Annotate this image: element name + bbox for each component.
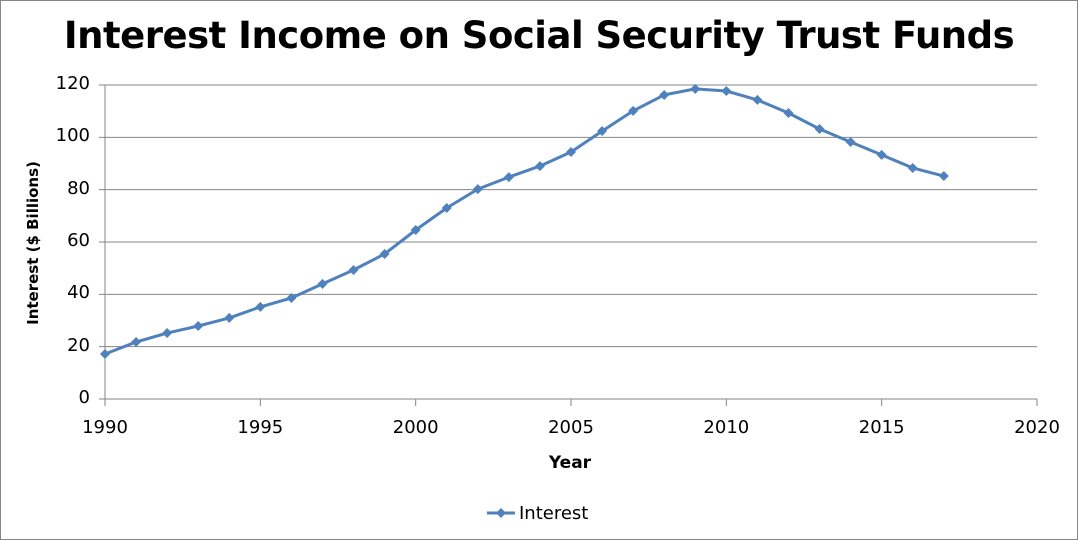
data-point-diamond-icon: [721, 86, 732, 97]
data-point-diamond-icon: [379, 249, 390, 260]
chart-title: Interest Income on Social Security Trust…: [63, 14, 1015, 57]
data-point-diamond-icon: [876, 149, 887, 160]
y-tick-label: 0: [78, 387, 90, 408]
data-point-diamond-icon: [317, 278, 328, 289]
data-point-diamond-icon: [690, 83, 701, 94]
y-tick-label: 20: [67, 334, 90, 356]
data-point-diamond-icon: [348, 264, 359, 275]
data-point-diamond-icon: [534, 161, 545, 172]
data-point-diamond-icon: [938, 171, 949, 182]
data-point-diamond-icon: [410, 224, 421, 235]
data-point-diamond-icon: [659, 89, 670, 100]
data-point-diamond-icon: [628, 105, 639, 116]
data-point-diamond-icon: [783, 107, 794, 118]
x-tick-label: 1990: [82, 417, 128, 438]
legend[interactable]: Interest: [487, 500, 588, 526]
data-point-diamond-icon: [566, 146, 576, 157]
x-tick-label: 2010: [703, 417, 750, 438]
data-point-diamond-icon: [907, 162, 918, 173]
x-tick-label: 2015: [858, 417, 905, 438]
data-point-diamond-icon: [131, 336, 142, 347]
series-line-interest: [104, 87, 945, 356]
data-point-diamond-icon: [441, 202, 452, 213]
data-point-diamond-icon: [814, 123, 825, 134]
data-point-diamond-icon: [286, 292, 297, 303]
data-point-diamond-icon: [162, 328, 173, 339]
data-point-diamond-icon: [193, 320, 204, 331]
legend-line-diamond-icon: [487, 508, 515, 518]
y-tick-label: 100: [55, 125, 90, 147]
data-point-diamond-icon: [503, 172, 514, 183]
data-point-diamond-icon: [752, 94, 763, 105]
x-tick-label: 2005: [548, 417, 594, 438]
x-tick-label: 2020: [1014, 417, 1060, 438]
data-point-diamond-icon: [255, 301, 266, 312]
x-tick-label: 2000: [392, 417, 439, 438]
y-tick-label: 80: [67, 177, 90, 199]
x-tick-label: 1995: [237, 417, 284, 438]
legend-label: Interest: [519, 502, 589, 524]
x-axis-label: Year: [548, 453, 592, 473]
data-point-diamond-icon: [472, 184, 483, 195]
y-tick-label: 60: [67, 230, 90, 251]
data-point-diamond-icon: [845, 137, 856, 148]
data-point-diamond-icon: [100, 348, 110, 359]
y-tick-label: 120: [55, 73, 90, 94]
data-point-diamond-icon: [597, 126, 608, 137]
y-axis-label: Interest ($ Billions): [24, 161, 42, 325]
data-point-diamond-icon: [224, 312, 235, 323]
y-tick-label: 40: [67, 282, 90, 304]
